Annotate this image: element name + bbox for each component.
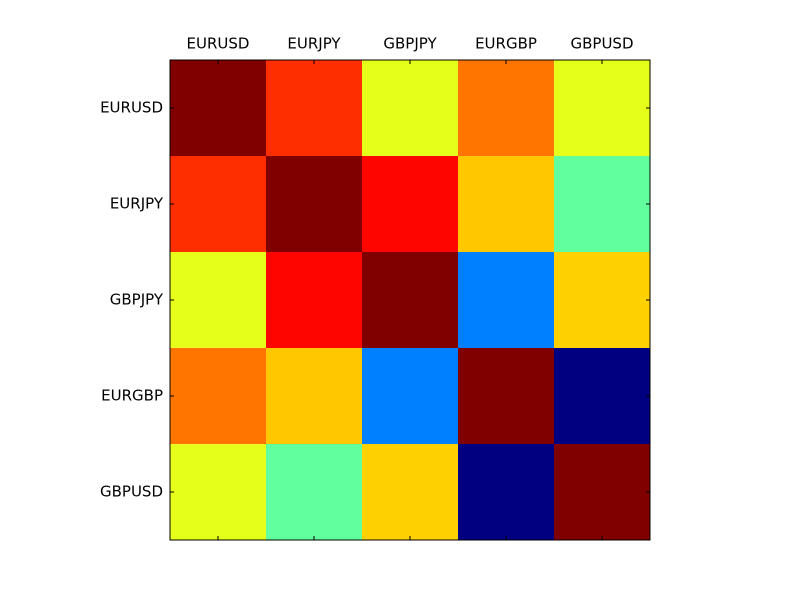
heatmap-cell bbox=[554, 444, 650, 540]
heatmap-cell bbox=[266, 252, 362, 348]
heatmap-cell bbox=[362, 348, 458, 444]
y-tick-label: EURJPY bbox=[110, 195, 164, 213]
y-tick-label: GBPUSD bbox=[100, 483, 163, 501]
x-tick-label: EURUSD bbox=[187, 35, 250, 53]
heatmap-cell bbox=[554, 156, 650, 252]
heatmap-cell bbox=[362, 444, 458, 540]
heatmap-cell bbox=[170, 444, 266, 540]
heatmap-cell bbox=[458, 156, 554, 252]
y-tick-label: EURGBP bbox=[101, 387, 163, 405]
heatmap-cell bbox=[554, 60, 650, 156]
heatmap-cell bbox=[362, 156, 458, 252]
heatmap-cell bbox=[266, 60, 362, 156]
y-tick-label: GBPJPY bbox=[110, 291, 164, 309]
x-tick-label: EURGBP bbox=[475, 35, 537, 53]
heatmap-cell bbox=[554, 348, 650, 444]
x-tick-label: EURJPY bbox=[287, 35, 341, 53]
heatmap-cell bbox=[170, 60, 266, 156]
heatmap-cell bbox=[170, 252, 266, 348]
x-tick-label: GBPJPY bbox=[383, 35, 437, 53]
heatmap-cell bbox=[458, 348, 554, 444]
heatmap-cell bbox=[170, 348, 266, 444]
heatmap-cell bbox=[266, 444, 362, 540]
heatmap-cell bbox=[362, 252, 458, 348]
heatmap-cell bbox=[362, 60, 458, 156]
x-tick-label: GBPUSD bbox=[570, 35, 633, 53]
heatmap-cell bbox=[458, 444, 554, 540]
heatmap-cell bbox=[458, 252, 554, 348]
heatmap-cell bbox=[170, 156, 266, 252]
y-tick-label: EURUSD bbox=[100, 99, 163, 117]
heatmap-cell bbox=[266, 348, 362, 444]
heatmap-cell bbox=[266, 156, 362, 252]
heatmap-cell bbox=[554, 252, 650, 348]
heatmap-cell bbox=[458, 60, 554, 156]
